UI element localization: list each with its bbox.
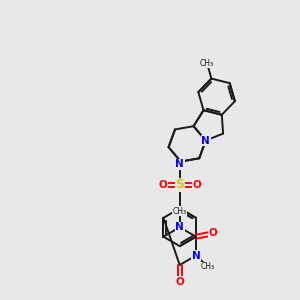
- Text: O: O: [192, 180, 201, 190]
- Text: S: S: [176, 178, 184, 191]
- Text: N: N: [192, 250, 200, 260]
- Text: N: N: [175, 159, 184, 169]
- Text: CH₃: CH₃: [200, 262, 214, 271]
- Text: N: N: [175, 222, 184, 232]
- Text: CH₃: CH₃: [173, 207, 187, 216]
- Text: O: O: [208, 229, 217, 238]
- Text: O: O: [175, 277, 184, 287]
- Text: N: N: [201, 136, 210, 146]
- Text: O: O: [158, 180, 167, 190]
- Text: CH₃: CH₃: [200, 59, 214, 68]
